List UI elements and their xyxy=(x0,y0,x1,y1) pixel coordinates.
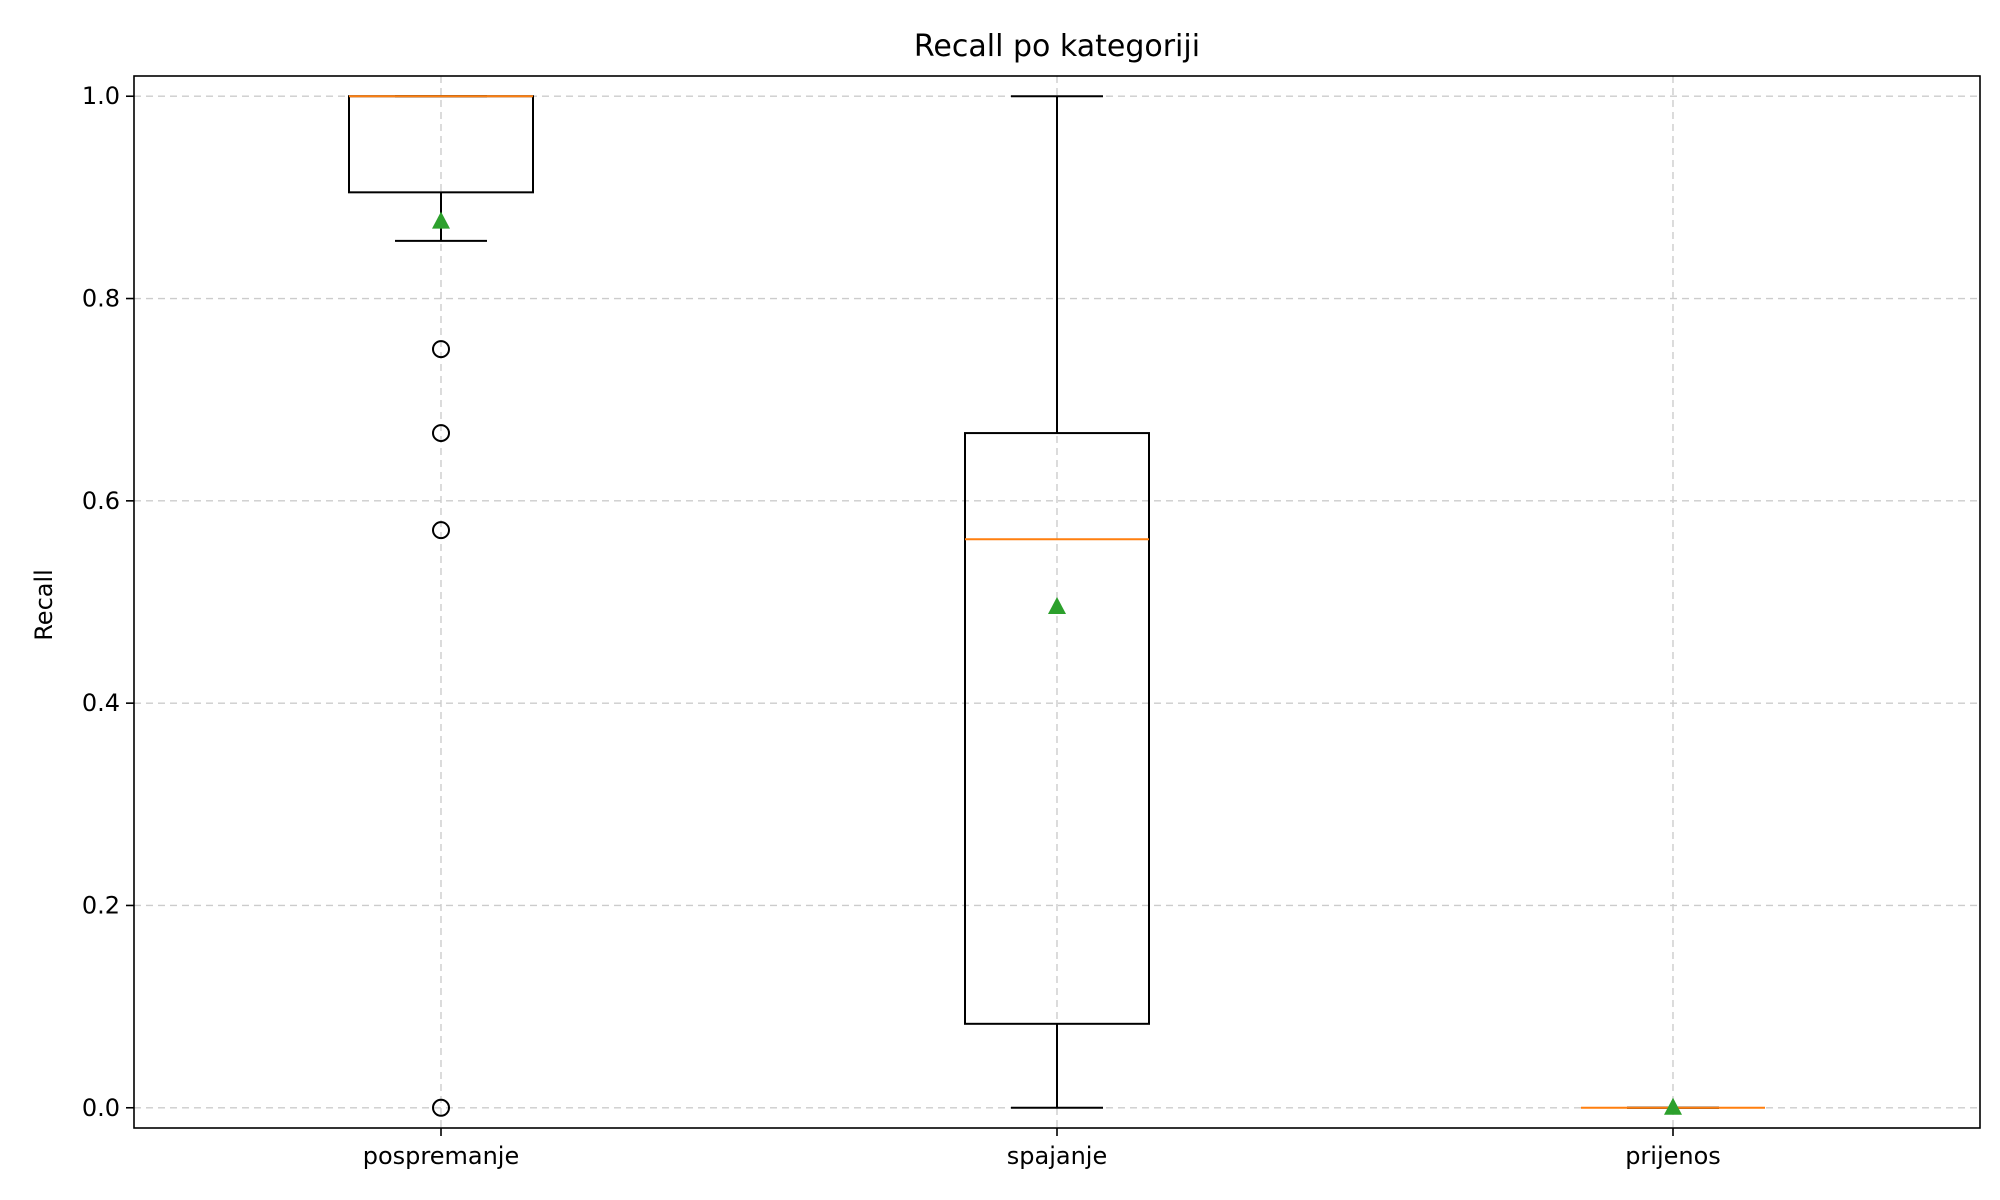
x-tick-label: spajanje xyxy=(1007,1142,1107,1170)
outlier-point xyxy=(432,521,450,540)
mean-marker xyxy=(1664,1097,1682,1115)
y-axis-label: Recall xyxy=(30,569,58,641)
y-tick-label: 0.6 xyxy=(82,487,120,515)
outlier-point xyxy=(432,1098,450,1117)
box-group-prijenos xyxy=(1581,1097,1765,1115)
chart-title: Recall po kategoriji xyxy=(914,29,1200,64)
outlier-point xyxy=(432,424,450,443)
box-group-spajanje xyxy=(964,95,1150,1109)
marks-layer xyxy=(348,95,1765,1117)
y-tick-label: 1.0 xyxy=(82,82,120,110)
mean-marker xyxy=(432,211,450,229)
x-tick-label: pospremanje xyxy=(363,1142,520,1170)
mean-marker xyxy=(1048,597,1066,615)
axis-layer: 0.0 0.2 0.4 0.6 0.8 1.0 pospremanje spajanje pri… xyxy=(82,82,1721,1170)
y-tick-label: 0.4 xyxy=(82,689,120,717)
y-tick-label: 0.0 xyxy=(82,1094,120,1122)
y-tick-label: 0.8 xyxy=(82,285,120,313)
box-group-pospremanje xyxy=(348,95,534,1117)
iqr-box xyxy=(964,432,1150,1025)
y-tick-label: 0.2 xyxy=(82,891,120,919)
x-tick-label: prijenos xyxy=(1625,1142,1721,1170)
outlier-point xyxy=(432,340,450,359)
